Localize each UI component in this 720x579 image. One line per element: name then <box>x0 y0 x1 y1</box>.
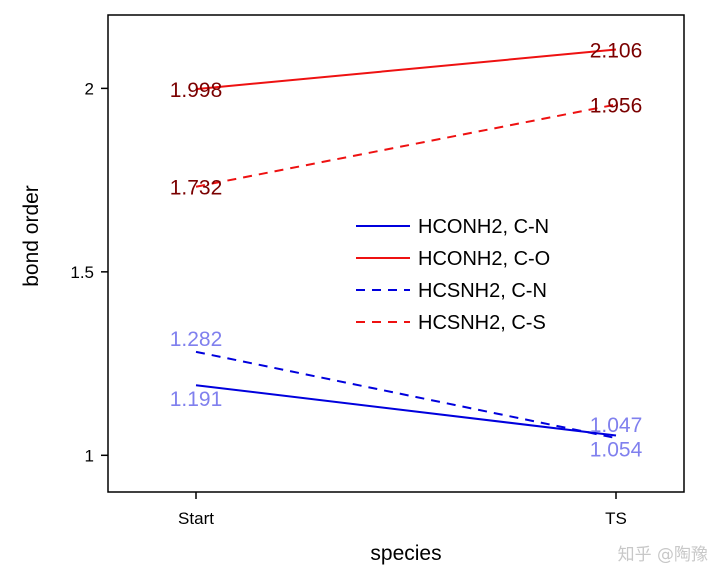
data-label: 1.282 <box>170 328 223 351</box>
y-tick-label: 1 <box>85 446 94 465</box>
series-line-2 <box>195 350 617 440</box>
data-label: 1.732 <box>170 177 223 200</box>
legend-label: HCSNH2, C-S <box>418 312 546 334</box>
legend-label: HCONH2, C-N <box>418 216 549 238</box>
y-tick-label: 2 <box>85 79 94 98</box>
plot-frame <box>107 14 685 493</box>
series-line-3 <box>195 103 617 188</box>
series-line-1 <box>195 48 617 91</box>
data-label: 2.106 <box>590 39 643 62</box>
data-label: 1.956 <box>590 95 643 118</box>
data-label: 1.998 <box>170 79 223 102</box>
watermark: 知乎 @陶豫 <box>617 545 708 565</box>
y-axis-title: bond order <box>20 185 43 287</box>
data-label-layer: 1.191 1.054 1.998 2.106 1.282 1.047 1.732 1.956 <box>170 39 643 461</box>
series-layer <box>195 48 617 440</box>
series-line-0 <box>195 384 617 437</box>
data-label: 1.054 <box>590 438 643 461</box>
y-tick-label: 1.5 <box>70 263 94 282</box>
legend-label: HCONH2, C-O <box>418 248 550 270</box>
x-axis-title: species <box>370 542 441 565</box>
tick-layer: 1 1.5 2 Start TS <box>70 79 627 528</box>
legend-label: HCSNH2, C-N <box>418 280 547 302</box>
x-tick-label: Start <box>178 509 214 528</box>
data-label: 1.191 <box>170 388 223 411</box>
x-tick-label: TS <box>605 509 627 528</box>
legend: HCONH2, C-N HCONH2, C-O HCSNH2, C-N HCSNH2,… <box>356 216 550 334</box>
data-label: 1.047 <box>590 414 643 437</box>
